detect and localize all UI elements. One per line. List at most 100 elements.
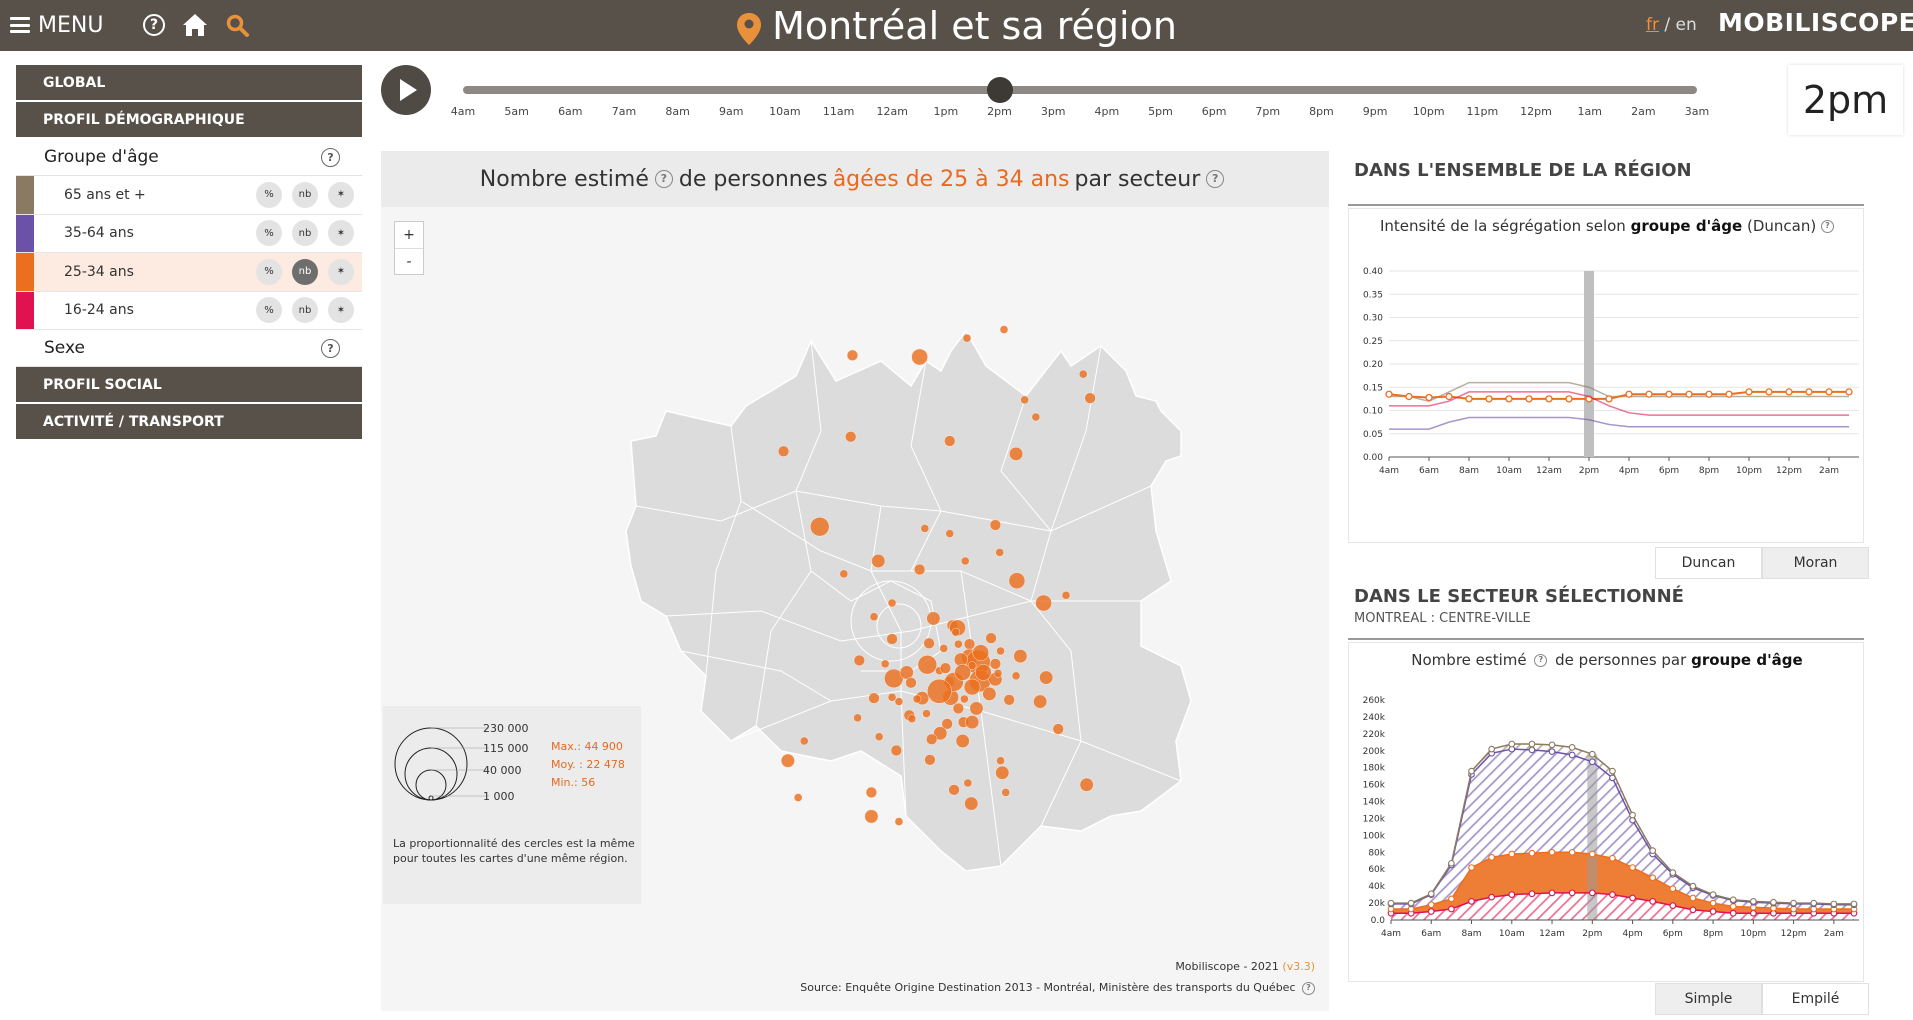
map-circle[interactable] [920, 524, 930, 533]
map-circle[interactable] [985, 632, 997, 644]
series-point[interactable] [1845, 388, 1853, 396]
area-point[interactable] [1669, 902, 1677, 909]
map-circle[interactable] [926, 733, 938, 745]
area-point[interactable] [1568, 889, 1576, 897]
area-point[interactable] [1709, 891, 1717, 898]
timeline-tick-label[interactable]: 7pm [1255, 105, 1281, 118]
map-circle[interactable] [853, 654, 865, 667]
series-point[interactable] [1405, 392, 1413, 401]
area-point[interactable] [1588, 758, 1596, 766]
area-point[interactable] [1548, 741, 1556, 749]
map-circle[interactable] [912, 694, 922, 704]
area-point[interactable] [1609, 854, 1616, 862]
map-circle[interactable] [933, 726, 948, 741]
sidebar-section-demographic[interactable]: PROFIL DÉMOGRAPHIQUE [16, 102, 362, 139]
percent-button[interactable]: % [256, 220, 282, 247]
area-point[interactable] [1588, 750, 1596, 758]
map-circle[interactable] [961, 556, 970, 566]
map-circle[interactable] [939, 662, 952, 674]
map-circle[interactable] [948, 784, 960, 796]
map-circle[interactable] [846, 349, 859, 361]
map-circle[interactable] [963, 678, 981, 696]
sidebar-section-activity[interactable]: ACTIVITÉ / TRANSPORT [16, 404, 362, 441]
area-point[interactable] [1528, 849, 1536, 857]
map-circle[interactable] [868, 692, 880, 704]
series-point[interactable] [1665, 390, 1673, 398]
timeline-tick-label[interactable]: 12am [876, 105, 908, 118]
tab-empile[interactable]: Empilé [1762, 983, 1869, 1015]
area-point[interactable] [1790, 899, 1797, 907]
area-point[interactable] [1709, 908, 1717, 915]
map-circle[interactable] [1020, 395, 1029, 405]
area-point[interactable] [1689, 906, 1697, 914]
area-point[interactable] [1588, 889, 1596, 897]
series-point[interactable] [1465, 395, 1473, 403]
brand-logo[interactable]: MOBILISCOPE [1718, 8, 1913, 37]
series-point[interactable] [1485, 395, 1493, 403]
area-point[interactable] [1468, 767, 1475, 775]
map-circle[interactable] [960, 694, 969, 704]
lang-fr-link[interactable]: fr [1646, 15, 1659, 35]
area-point[interactable] [1427, 901, 1435, 909]
map-circle[interactable] [894, 817, 904, 826]
map-circle[interactable] [995, 548, 1004, 557]
area-point[interactable] [1729, 909, 1737, 917]
map-circle[interactable] [924, 754, 936, 766]
series-point[interactable] [1505, 395, 1513, 403]
timeline-tick-label[interactable]: 12pm [1520, 105, 1552, 118]
area-point[interactable] [1729, 903, 1737, 910]
area-point[interactable] [1629, 811, 1636, 819]
timeline-track[interactable] [463, 86, 1697, 94]
map-circle[interactable] [1003, 694, 1015, 706]
area-point[interactable] [1407, 899, 1415, 907]
map-circle[interactable] [964, 796, 979, 811]
map-circle[interactable] [927, 678, 952, 704]
area-point[interactable] [1488, 745, 1496, 753]
timeline-tick-label[interactable]: 9pm [1362, 105, 1388, 118]
age-group-row[interactable]: 65 ans et +% nb ✶ [16, 176, 362, 215]
timeline-tick-label[interactable]: 7am [611, 105, 637, 118]
count-button[interactable]: nb [292, 181, 318, 208]
age-group-row[interactable]: 35-64 ans% nb ✶ [16, 214, 362, 253]
area-point[interactable] [1568, 744, 1576, 751]
area-point[interactable] [1629, 894, 1636, 902]
timeline-tick-label[interactable]: 2am [1631, 105, 1656, 118]
area-point[interactable] [1387, 899, 1395, 907]
sector-help-icon[interactable]: ? [1534, 654, 1548, 667]
timeline-tick-label[interactable]: 3pm [1040, 105, 1066, 118]
timeline-tick-label[interactable]: 11am [822, 105, 855, 118]
area-point[interactable] [1448, 859, 1455, 867]
help-button[interactable]: ? [139, 10, 169, 40]
map-circle[interactable] [953, 652, 968, 667]
timeline-tick-label[interactable]: 8am [665, 105, 690, 118]
segregation-button[interactable]: ✶ [328, 258, 354, 285]
map-circle[interactable] [996, 756, 1005, 765]
area-point[interactable] [1568, 848, 1576, 856]
sex-help-icon[interactable]: ? [321, 338, 340, 358]
map-circle[interactable] [1084, 392, 1096, 404]
map-circle[interactable] [926, 611, 941, 626]
area-point[interactable] [1669, 869, 1677, 876]
map-circle[interactable] [923, 637, 935, 649]
sidebar-subsection-age[interactable]: Groupe d'âge ? [16, 139, 362, 176]
map-circle[interactable] [845, 431, 857, 443]
map-circle[interactable] [941, 718, 953, 730]
map-circle[interactable] [954, 664, 971, 681]
timeline-tick-label[interactable]: 10am [769, 105, 801, 118]
map-circle[interactable] [954, 639, 963, 649]
timeline-handle[interactable] [986, 77, 1013, 103]
map-circle[interactable] [1009, 446, 1024, 461]
area-point[interactable] [1749, 898, 1757, 905]
map-circle[interactable] [962, 333, 972, 343]
map-circle[interactable] [975, 664, 992, 681]
map-circle[interactable] [1079, 777, 1094, 792]
series-point[interactable] [1565, 395, 1573, 403]
series-point[interactable] [1645, 390, 1653, 398]
map-circle[interactable] [1011, 671, 1021, 681]
map-circle[interactable] [963, 778, 973, 788]
percent-button[interactable]: % [256, 258, 282, 285]
credit-version-link[interactable]: (v3.3) [1282, 960, 1315, 973]
area-point[interactable] [1749, 909, 1757, 917]
map-title-help-icon[interactable]: ? [654, 170, 673, 188]
map-circle[interactable] [955, 734, 970, 748]
